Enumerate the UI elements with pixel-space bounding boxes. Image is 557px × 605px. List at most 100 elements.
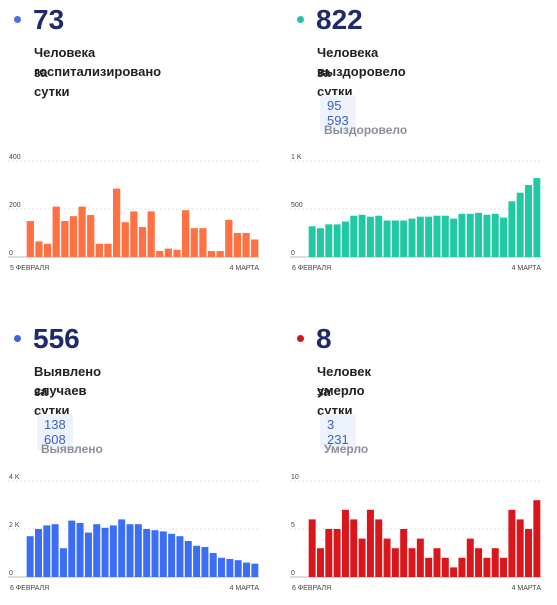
bar (68, 520, 76, 577)
bar (525, 529, 533, 577)
bar (147, 211, 155, 257)
bar (52, 206, 60, 257)
bar (450, 218, 458, 257)
bar (168, 533, 176, 577)
bar (416, 538, 424, 577)
bar (104, 243, 112, 257)
bar (59, 548, 67, 577)
bar (533, 500, 541, 577)
bar (93, 524, 101, 577)
bar (76, 523, 84, 577)
bar (491, 213, 499, 257)
bar (182, 210, 190, 257)
bar (458, 557, 466, 577)
bar (130, 211, 138, 257)
hospitalized-number: 73 (33, 4, 65, 35)
x-start-label: 6 ФЕВРАЛЯ (10, 585, 49, 592)
bar (164, 248, 173, 257)
x-end-label: 4 МАРТА (230, 265, 260, 272)
bar (26, 221, 34, 257)
bar (450, 567, 458, 577)
bar (151, 530, 159, 577)
bar (391, 548, 399, 577)
bar (483, 557, 491, 577)
bar (508, 509, 516, 577)
bar (234, 560, 242, 577)
bar (400, 529, 408, 577)
bar (176, 536, 184, 577)
bar (458, 213, 466, 257)
bar (226, 559, 234, 577)
bar (109, 525, 117, 577)
bar (84, 532, 92, 577)
detected-total: 138 608 (37, 414, 73, 450)
bar (483, 214, 491, 257)
bar (184, 541, 192, 577)
y-tick-label: 0 (9, 570, 13, 577)
bar (251, 563, 259, 577)
y-tick-label: 0 (9, 250, 13, 257)
hospitalized-dot (14, 16, 21, 23)
bar (126, 524, 134, 577)
bar (26, 536, 34, 577)
bar (400, 220, 408, 257)
bar (383, 538, 391, 577)
bar (500, 217, 508, 257)
bar (207, 251, 216, 257)
bar (201, 547, 209, 577)
bar (43, 525, 51, 577)
bar (341, 221, 349, 257)
recovered-desc-line1: Человека выздоровело (317, 45, 406, 79)
bar (190, 228, 198, 257)
hospitalized-chart: 400 200 0 5 ФЕВРАЛЯ 4 МАРТА (8, 154, 260, 272)
bar (466, 538, 474, 577)
bar (325, 529, 333, 577)
bar (138, 227, 147, 257)
bar (500, 557, 508, 577)
bar (491, 548, 499, 577)
bar (251, 239, 259, 257)
bar (225, 219, 233, 257)
deaths-number: 8 (316, 323, 332, 354)
detected-number: 556 (33, 323, 80, 354)
recovered-chart: 1 K 500 0 6 ФЕВРАЛЯ 4 МАРТА (290, 154, 542, 272)
x-end-label: 4 МАРТА (512, 585, 542, 592)
detected-chart: 4 K 2 K 0 6 ФЕВРАЛЯ 4 МАРТА (8, 474, 260, 592)
bar (425, 557, 433, 577)
x-start-label: 6 ФЕВРАЛЯ (292, 585, 331, 592)
bar (433, 548, 441, 577)
deaths-total-label: Умерло (324, 442, 369, 456)
x-start-label: 5 ФЕВРАЛЯ (10, 265, 49, 272)
detected-total-label: Выявлено (41, 442, 103, 456)
bar (34, 529, 42, 577)
bar (350, 215, 358, 257)
recovered-number: 822 (316, 4, 363, 35)
bar (341, 509, 349, 577)
recovered-total: 95 593 (320, 95, 356, 131)
x-end-label: 4 МАРТА (512, 265, 542, 272)
detected-dot (14, 335, 21, 342)
x-end-label: 4 МАРТА (230, 585, 260, 592)
bar (95, 243, 103, 257)
bar (112, 188, 121, 257)
x-start-label: 6 ФЕВРАЛЯ (292, 265, 331, 272)
bar (35, 241, 43, 257)
bar (143, 529, 151, 577)
bar (416, 216, 424, 257)
bar (121, 222, 129, 257)
bar (118, 519, 126, 577)
bar (216, 251, 224, 257)
bar (441, 557, 449, 577)
bar (408, 548, 416, 577)
bar (199, 228, 207, 257)
y-tick-label: 5 (291, 522, 295, 529)
bar (425, 216, 433, 257)
y-tick-label: 500 (291, 202, 303, 209)
bar (475, 212, 483, 257)
bar (508, 201, 516, 257)
recovered-total-label: Выздоровело (324, 123, 408, 137)
bar (87, 215, 95, 257)
bar (525, 185, 533, 257)
hospitalized-desc-line1: Человека госпитализировано (34, 45, 162, 79)
bar (78, 206, 86, 257)
